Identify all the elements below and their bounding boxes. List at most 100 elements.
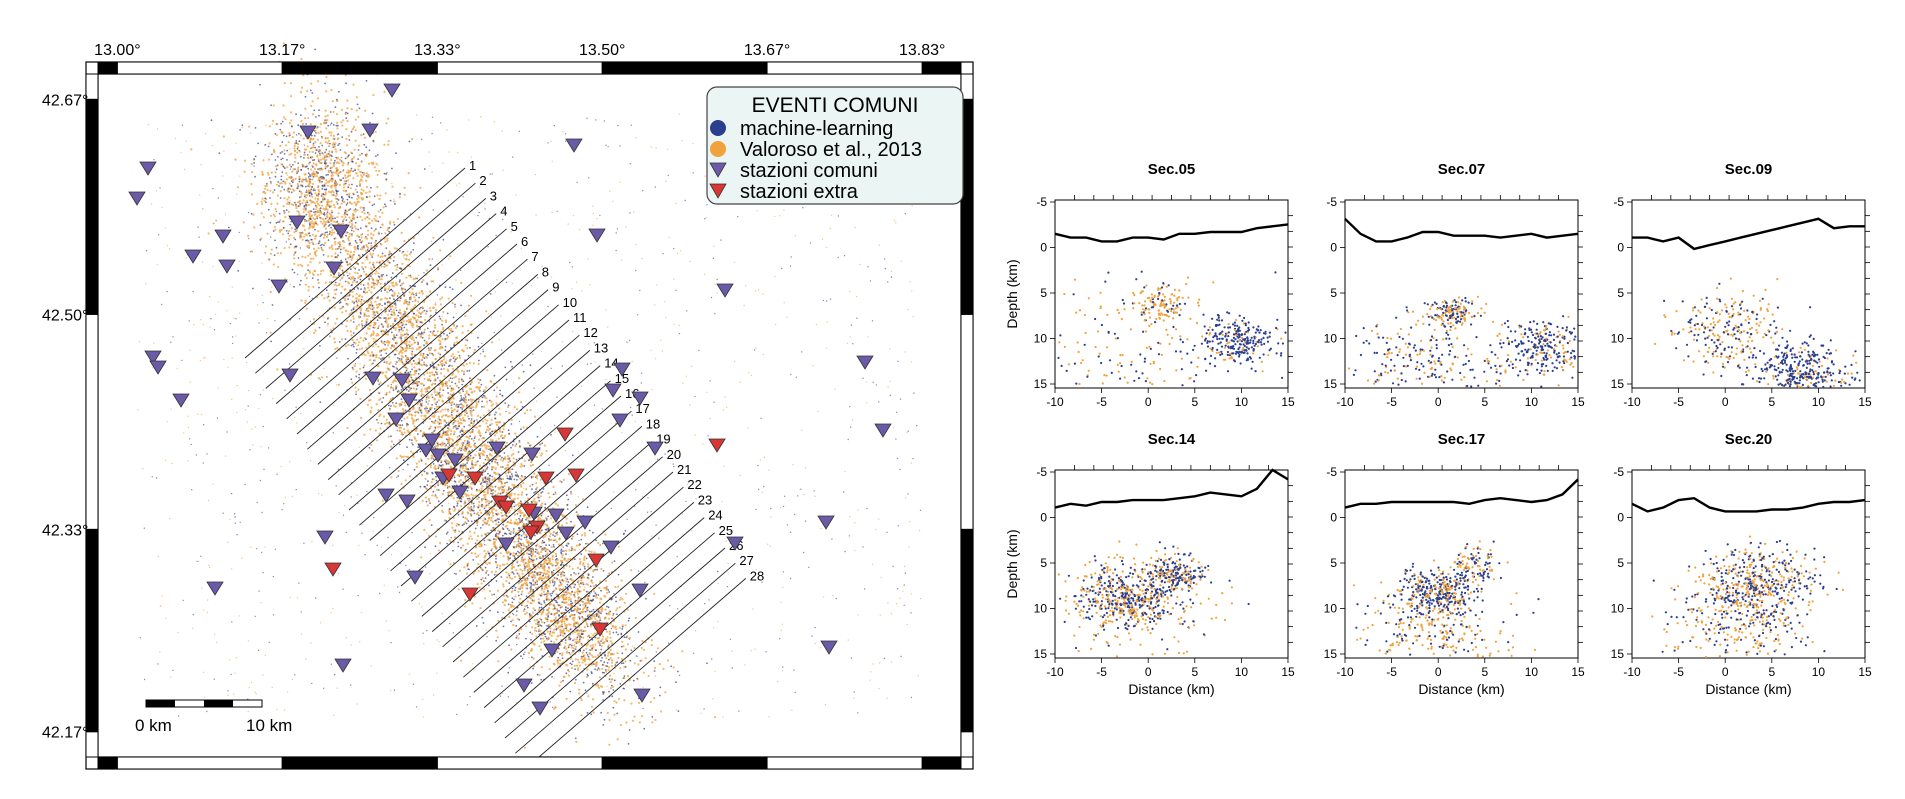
valoroso-event-dot: [319, 273, 322, 276]
valoroso-event-dot: [366, 327, 370, 330]
valoroso-event-dot: [551, 579, 554, 582]
valoroso-event-dot: [443, 454, 446, 457]
valoroso-event-dot: [432, 353, 435, 356]
valoroso-event-dot: [418, 377, 421, 380]
ml-event-dot: [439, 317, 442, 320]
ml-event-dot: [344, 211, 346, 214]
valoroso-event-dot: [518, 519, 522, 522]
valoroso-event-dot: [358, 323, 361, 326]
ml-event-dot: [420, 331, 423, 334]
valoroso-event-dot: [327, 218, 330, 221]
valoroso-event-dot: [411, 418, 414, 421]
valoroso-event-dot: [299, 184, 302, 187]
valoroso-event-dot: [360, 160, 363, 163]
ml-event-dot: [300, 168, 302, 171]
valoroso-event-dot: [357, 298, 360, 301]
ml-event-dot: [296, 187, 299, 190]
valoroso-event-dot: [360, 266, 364, 269]
ml-event-dot: [472, 409, 475, 411]
valoroso-event-dot: [247, 234, 250, 237]
ml-event-dot: [327, 164, 329, 167]
ml-event-dot: [390, 331, 393, 334]
ml-event-dot: [358, 254, 360, 257]
valoroso-event-dot: [378, 215, 382, 218]
ml-event-dot: [377, 275, 380, 278]
valoroso-event-dot: [359, 300, 363, 303]
valoroso-event-dot: [488, 453, 492, 456]
valoroso-event-dot: [368, 344, 371, 347]
ml-event-dot: [419, 333, 422, 335]
valoroso-event-dot: [372, 333, 375, 336]
valoroso-event-dot: [418, 292, 421, 295]
valoroso-event-dot: [190, 148, 193, 151]
valoroso-event-dot: [373, 265, 376, 268]
ml-event-dot: [281, 157, 284, 160]
valoroso-event-dot: [433, 414, 436, 417]
ml-event-dot: [467, 476, 469, 479]
valoroso-event-dot: [430, 406, 433, 409]
valoroso-event-dot: [361, 176, 364, 179]
valoroso-event-dot: [301, 163, 304, 166]
ml-event-dot: [345, 82, 347, 85]
valoroso-event-dot: [318, 149, 321, 152]
ml-event-dot: [389, 199, 392, 202]
ml-event-dot: [321, 188, 324, 190]
valoroso-event-dot: [353, 201, 356, 204]
ml-event-dot: [395, 388, 397, 390]
valoroso-event-dot: [518, 564, 522, 567]
valoroso-event-dot: [477, 381, 480, 384]
ml-event-dot: [346, 231, 349, 234]
valoroso-event-dot: [315, 175, 319, 178]
valoroso-event-dot: [338, 171, 341, 174]
valoroso-event-dot: [316, 138, 320, 141]
valoroso-event-dot: [335, 167, 338, 170]
valoroso-event-dot: [330, 159, 333, 162]
valoroso-event-dot: [508, 509, 511, 512]
valoroso-event-dot: [437, 339, 440, 342]
valoroso-event-dot: [368, 324, 371, 327]
valoroso-event-dot: [510, 476, 513, 479]
valoroso-event-dot: [464, 344, 467, 347]
ml-event-dot: [469, 467, 472, 470]
valoroso-event-dot: [541, 541, 544, 544]
ml-event-dot: [463, 373, 465, 376]
valoroso-event-dot: [293, 147, 296, 150]
valoroso-event-dot: [398, 352, 401, 355]
valoroso-event-dot: [382, 342, 385, 345]
valoroso-event-dot: [486, 491, 489, 494]
valoroso-event-dot: [379, 427, 382, 430]
ml-event-dot: [453, 476, 456, 479]
ml-event-dot: [530, 682, 533, 684]
valoroso-event-dot: [498, 421, 501, 424]
valoroso-event-dot: [474, 552, 477, 555]
valoroso-event-dot: [308, 179, 311, 182]
ml-event-dot: [345, 203, 348, 206]
ml-event-dot: [373, 203, 376, 206]
valoroso-event-dot: [439, 340, 442, 343]
valoroso-event-dot: [385, 418, 388, 421]
valoroso-event-dot: [309, 226, 312, 229]
valoroso-event-dot: [450, 354, 453, 358]
valoroso-event-dot: [439, 372, 443, 375]
valoroso-event-dot: [416, 309, 419, 312]
valoroso-event-dot: [497, 454, 500, 457]
valoroso-event-dot: [392, 308, 395, 311]
ml-event-dot: [350, 284, 353, 287]
valoroso-event-dot: [315, 163, 318, 166]
valoroso-event-dot: [481, 437, 484, 440]
valoroso-event-dot: [481, 477, 484, 480]
valoroso-event-dot: [313, 174, 316, 177]
valoroso-event-dot: [464, 477, 467, 480]
valoroso-event-dot: [423, 328, 426, 331]
ml-event-dot: [594, 668, 596, 671]
valoroso-event-dot: [554, 492, 557, 495]
ml-event-dot: [348, 139, 351, 141]
valoroso-event-dot: [334, 243, 337, 246]
valoroso-event-dot: [518, 377, 521, 380]
valoroso-event-dot: [354, 188, 357, 191]
valoroso-event-dot: [324, 109, 327, 112]
valoroso-event-dot: [288, 132, 291, 135]
ml-event-dot: [434, 334, 436, 337]
ml-event-dot: [493, 389, 496, 392]
valoroso-event-dot: [317, 377, 320, 380]
